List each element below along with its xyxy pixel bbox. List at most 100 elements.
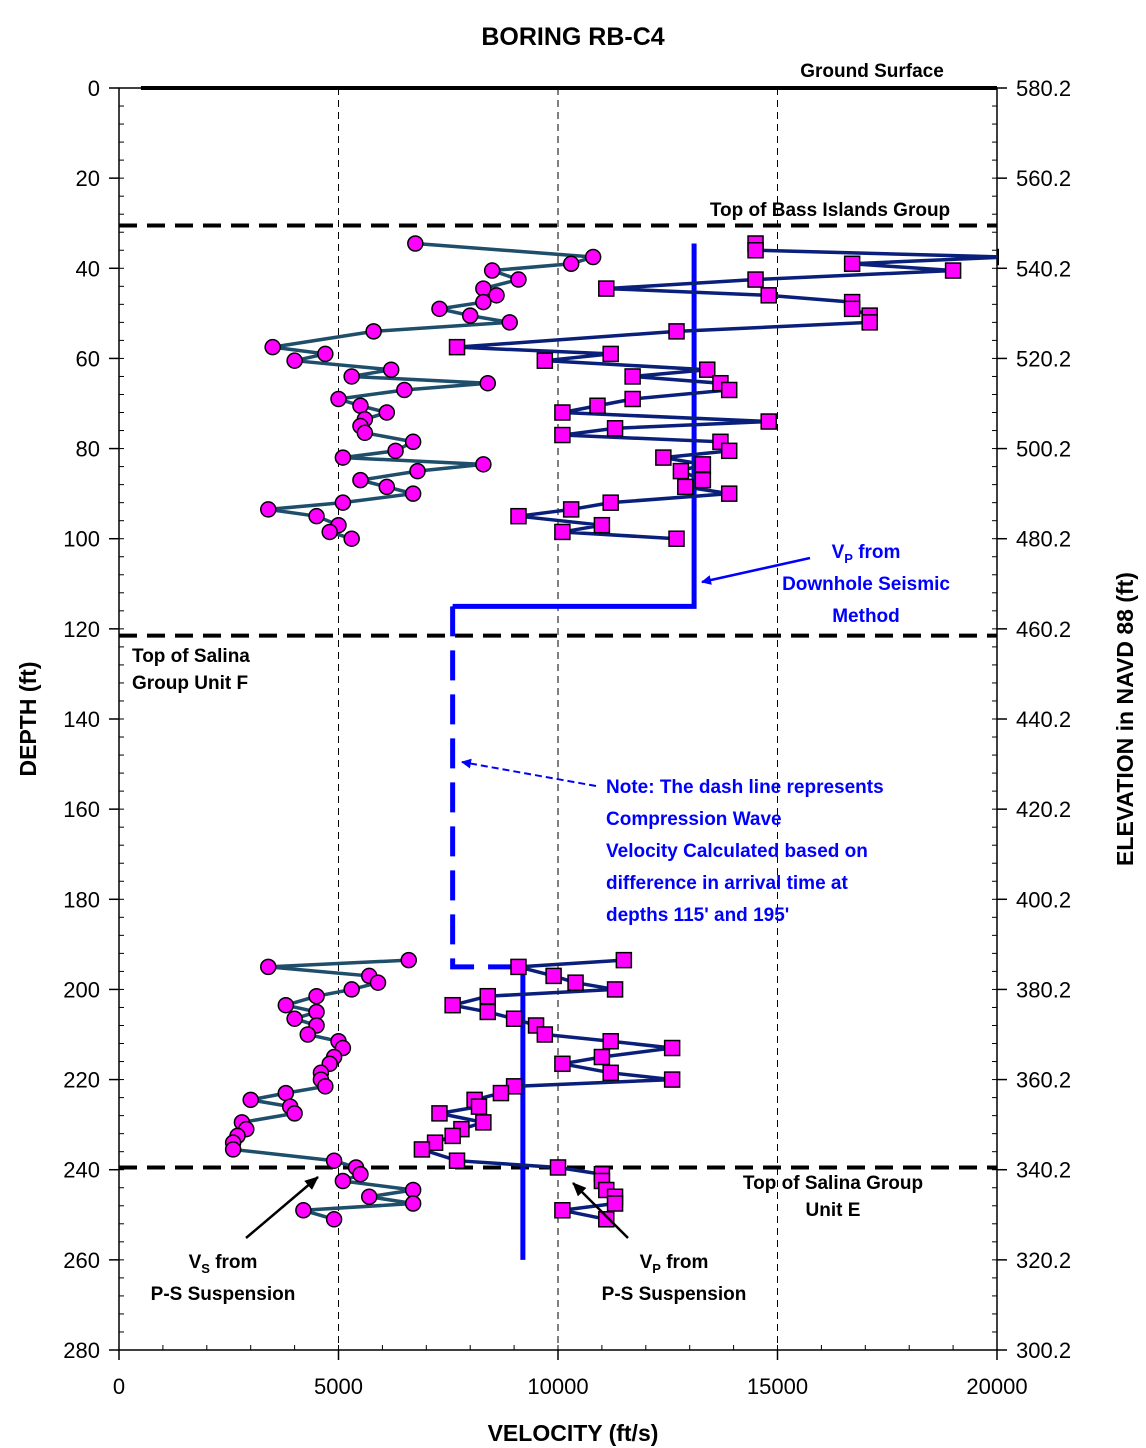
vs-point: [325, 1211, 343, 1228]
vp-point: [554, 426, 571, 444]
salina-f-label: Top of Salina: [132, 646, 250, 667]
y-tick-label: 160: [63, 797, 100, 822]
vs-point: [343, 530, 360, 547]
vs-point: [562, 255, 580, 273]
vp-point: [843, 255, 861, 273]
y2-tick-label: 300.2: [1016, 1338, 1071, 1363]
vp-point: [554, 404, 571, 421]
vp-downhole-label: Method: [832, 606, 900, 627]
vp-point: [554, 523, 571, 541]
vp-point: [444, 1127, 461, 1145]
vs-point: [260, 958, 277, 976]
y-tick-label: 0: [88, 76, 100, 101]
y2-tick-label: 440.2: [1016, 707, 1071, 732]
vp-point: [554, 1202, 571, 1219]
y2-tick-label: 480.2: [1016, 527, 1071, 552]
vp-point: [694, 456, 712, 473]
y2-tick-label: 400.2: [1016, 887, 1071, 912]
x-tick-label: 15000: [747, 1374, 808, 1399]
vp-point: [694, 471, 712, 489]
vs-point: [330, 390, 347, 408]
vp-point: [602, 345, 619, 363]
vp-point: [606, 420, 624, 437]
vs-suspension-label: VS from: [189, 1252, 258, 1276]
vp-point: [747, 242, 764, 259]
vs-point: [501, 314, 518, 331]
vp-point: [699, 361, 716, 378]
vp-point: [602, 1033, 619, 1050]
y2-tick-label: 540.2: [1016, 256, 1071, 281]
vs-series-line: [268, 241, 594, 541]
vp-point: [448, 1152, 466, 1169]
vs-point: [286, 1105, 303, 1122]
vs-point: [396, 381, 413, 399]
vp-point: [655, 449, 672, 466]
x-tick-label: 20000: [966, 1374, 1027, 1399]
chart-title: BORING RB-C4: [481, 23, 664, 51]
vs-point: [352, 471, 369, 489]
vs-point: [343, 368, 360, 385]
y-tick-label: 180: [63, 887, 100, 912]
x-tick-label: 0: [113, 1374, 125, 1399]
vs-point: [404, 1195, 422, 1212]
vp-point: [624, 390, 641, 408]
salina-e-label: Top of Salina Group: [743, 1173, 923, 1194]
y-tick-label: 280: [63, 1338, 100, 1363]
vp-point: [536, 352, 554, 369]
note-arrow: [461, 758, 597, 787]
vs-point: [483, 262, 501, 279]
vp-point: [602, 494, 619, 511]
vp-point: [672, 462, 690, 480]
vp-point: [562, 501, 580, 518]
vs-point: [382, 361, 400, 378]
vs-point: [260, 501, 277, 518]
note-text-line: Velocity Calculated based on: [606, 841, 868, 862]
vp-downhole-line: [452, 243, 697, 609]
vs-point: [378, 478, 396, 496]
vp-point: [444, 996, 461, 1014]
vs-point: [264, 338, 281, 356]
vp-series-line: [456, 243, 999, 541]
vs-point: [584, 248, 602, 266]
vs-point: [334, 494, 352, 511]
vp-point: [475, 1114, 492, 1131]
vp-point: [448, 338, 466, 356]
vp-point: [413, 1141, 431, 1158]
vp-point: [593, 1048, 611, 1066]
vs-point: [404, 485, 422, 502]
salina-e-label: Unit E: [806, 1200, 861, 1221]
y2-tick-label: 560.2: [1016, 166, 1071, 191]
vp-point: [479, 1003, 497, 1021]
vp-downhole-arrow: [701, 556, 811, 585]
vs-point: [404, 433, 422, 451]
vs-point: [334, 1172, 352, 1190]
vp-point: [760, 413, 777, 430]
vp-point: [861, 314, 878, 331]
vp-point: [593, 516, 611, 534]
vp-point: [663, 1071, 681, 1088]
vs-suspension-arrow: [245, 1176, 319, 1239]
vp-point: [545, 967, 562, 985]
vp-point: [668, 323, 685, 340]
vp-point: [510, 958, 527, 976]
vp-point: [536, 1026, 554, 1043]
y2-tick-label: 340.2: [1016, 1158, 1071, 1183]
vs-point: [299, 1026, 317, 1043]
vs-point: [317, 345, 334, 363]
vs-point: [409, 462, 426, 480]
y-tick-label: 220: [63, 1068, 100, 1093]
vp-calculated-dash-line: [450, 606, 523, 970]
vp-point: [624, 368, 641, 385]
x-tick-label: 5000: [314, 1374, 363, 1399]
vp-suspension-label: P-S Suspension: [602, 1284, 747, 1305]
vs-point: [404, 1181, 422, 1199]
vs-point: [475, 293, 492, 311]
vp-downhole-label: Downhole Seismic: [782, 574, 950, 595]
vs-point: [286, 352, 303, 369]
vp-point: [567, 974, 584, 991]
vs-point: [387, 442, 404, 460]
y2-tick-label: 420.2: [1016, 797, 1071, 822]
vs-point: [475, 456, 492, 473]
note-text-line: depths 115' and 195': [606, 905, 789, 926]
